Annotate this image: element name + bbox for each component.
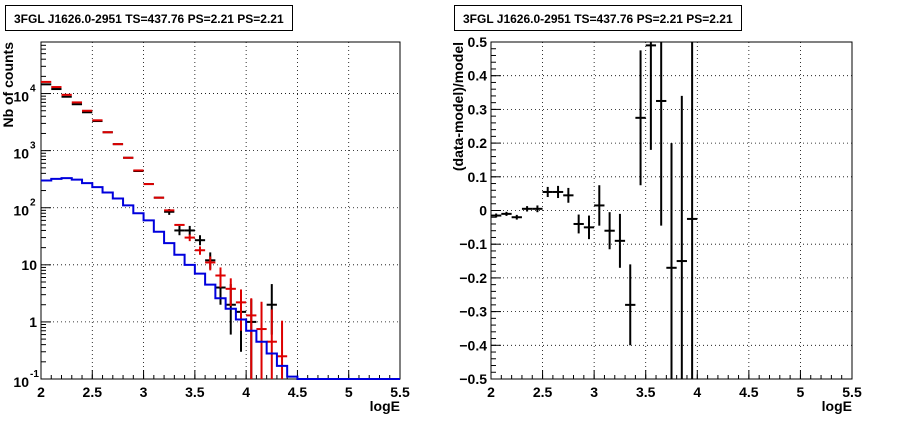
y-tick-label: −0.1 [459, 236, 487, 252]
y-tick-label: 10 [21, 257, 37, 273]
residuals-chart-title: 3FGL J1626.0-2951 TS=437.76 PS=2.21 PS=2… [454, 5, 742, 31]
y-tick-exponent: -1 [30, 369, 39, 380]
plot-frame [40, 41, 401, 380]
y-tick-exponent: 2 [30, 198, 36, 209]
model-histogram-line [41, 177, 400, 380]
y-tick-label: 0 [479, 203, 487, 219]
x-tick-label: 2.5 [83, 384, 103, 400]
y-tick-label: −0.5 [459, 371, 487, 387]
x-tick-label: 2 [37, 384, 45, 400]
y-tick-label: −0.4 [459, 337, 487, 353]
y-tick-label: 10 [13, 89, 29, 105]
x-tick-label: 4 [693, 384, 701, 400]
x-tick-label: 4.5 [288, 384, 308, 400]
x-tick-label: 3.5 [185, 384, 205, 400]
y-tick-label: 10 [13, 374, 29, 390]
x-tick-label: 3 [590, 384, 598, 400]
residuals-panel: 2 2.5 3 3.5 4 4.5 5 5.5 −0.5 −0.4 −0.3 −0.2 −0.1 0 0.1… [450, 34, 862, 414]
x-axis-label: logE [822, 398, 852, 414]
y-tick-label: 10 [13, 203, 29, 219]
y-tick-label: 1 [29, 314, 37, 330]
x-tick-label: 3.5 [636, 384, 656, 400]
x-tick-label: 5 [345, 384, 353, 400]
x-tick-label: 2.5 [533, 384, 553, 400]
x-tick-label: 4.5 [739, 384, 759, 400]
y-axis-label: (data-model)/model [450, 42, 466, 171]
y-tick-exponent: 3 [30, 141, 36, 152]
y-tick-exponent: 4 [30, 84, 36, 95]
y-tick-label: 10 [13, 146, 29, 162]
x-tick-label: 3 [140, 384, 148, 400]
y-tick-label: 0.4 [468, 68, 488, 84]
x-tick-label: 5 [797, 384, 805, 400]
x-tick-label: 4 [242, 384, 250, 400]
x-axis-label: logE [370, 398, 400, 414]
x-tick-label: 2 [487, 384, 495, 400]
y-tick-label: −0.2 [459, 270, 487, 286]
y-tick-label: −0.3 [459, 304, 487, 320]
counts-chart-title: 3FGL J1626.0-2951 TS=437.76 PS=2.21 PS=2… [5, 5, 293, 31]
y-tick-label: 0.1 [468, 169, 488, 185]
x-tick-label: 5.5 [842, 384, 862, 400]
x-tick-label: 5.5 [390, 384, 410, 400]
y-tick-label: 0.2 [468, 135, 488, 151]
y-axis-label: Nb of counts [0, 42, 16, 128]
y-tick-label: 0.5 [468, 34, 488, 50]
y-tick-label: 0.3 [468, 101, 488, 117]
